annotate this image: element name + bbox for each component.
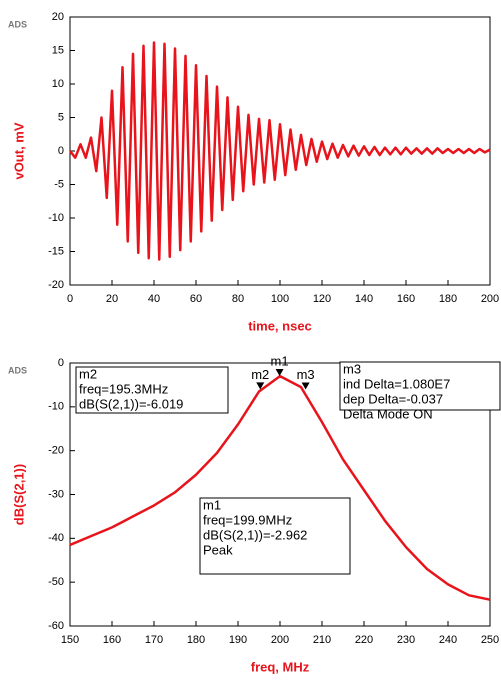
x-tick-label: 120: [313, 293, 331, 305]
marker-triangle: [256, 382, 265, 390]
data-line: [69, 374, 491, 601]
marker-text: dB(S(2,1))=-6.019: [79, 396, 183, 411]
y-tick-label: -10: [48, 401, 64, 413]
x-tick-label: 250: [481, 634, 499, 646]
marker-text: freq=199.9MHz: [203, 512, 292, 527]
x-tick-label: 200: [481, 293, 499, 305]
x-tick-label: 210: [313, 634, 331, 646]
x-tick-label: 200: [271, 634, 289, 646]
y-tick-label: 5: [58, 111, 64, 123]
y-axis-label: dB(S(2,1)): [11, 464, 26, 525]
x-tick-label: 180: [187, 634, 205, 646]
x-tick-label: 40: [148, 293, 160, 305]
data-line: [69, 41, 491, 261]
x-tick-label: 140: [355, 293, 373, 305]
marker-text: dB(S(2,1))=-2.962: [203, 527, 307, 542]
y-tick-label: -20: [48, 279, 64, 291]
y-tick-label: -10: [48, 212, 64, 224]
marker-triangle: [275, 368, 284, 376]
marker-text: Delta Mode ON: [343, 406, 433, 421]
marker-box: [199, 497, 351, 575]
y-tick-label: 0: [58, 145, 64, 157]
y-tick-label: -40: [48, 532, 64, 544]
y-tick-label: -60: [48, 620, 64, 632]
y-tick-label: 0: [58, 357, 64, 369]
x-tick-label: 170: [145, 634, 163, 646]
marker-text: dep Delta=-0.037: [343, 391, 443, 406]
x-tick-label: 160: [397, 293, 415, 305]
x-axis-label: time, nsec: [248, 318, 312, 333]
x-tick-label: 160: [103, 634, 121, 646]
marker-name: m2: [251, 367, 269, 382]
y-tick-label: 15: [52, 44, 64, 56]
y-tick-label: -15: [48, 245, 64, 257]
y-tick-label: -30: [48, 488, 64, 500]
x-tick-label: 100: [271, 293, 289, 305]
marker-text: m3: [343, 361, 361, 376]
x-tick-label: 190: [229, 634, 247, 646]
x-tick-label: 240: [439, 634, 457, 646]
marker-text: ind Delta=1.080E7: [343, 376, 450, 391]
x-tick-label: 220: [355, 634, 373, 646]
marker-text: Peak: [203, 542, 233, 557]
x-tick-label: 230: [397, 634, 415, 646]
y-tick-label: -5: [54, 178, 64, 190]
x-tick-label: 0: [67, 293, 73, 305]
y-tick-label: -50: [48, 576, 64, 588]
x-tick-label: 150: [61, 634, 79, 646]
plot-tag: ADS: [8, 19, 27, 29]
marker-box: [339, 361, 501, 411]
x-tick-label: 180: [439, 293, 457, 305]
marker-box: [75, 366, 229, 414]
plot-tag: ADS: [8, 365, 27, 375]
x-tick-label: 60: [190, 293, 202, 305]
y-tick-label: 10: [52, 78, 64, 90]
marker-triangle: [301, 382, 310, 390]
marker-name: m3: [297, 367, 315, 382]
x-tick-label: 80: [232, 293, 244, 305]
x-axis-label: freq, MHz: [251, 659, 310, 674]
x-tick-label: 20: [106, 293, 118, 305]
marker-text: m1: [203, 497, 221, 512]
marker-text: freq=195.3MHz: [79, 381, 168, 396]
marker-name: m1: [271, 353, 289, 368]
y-tick-label: -20: [48, 445, 64, 457]
y-tick-label: 20: [52, 11, 64, 23]
y-axis-label: vOut, mV: [11, 122, 26, 179]
marker-text: m2: [79, 366, 97, 381]
